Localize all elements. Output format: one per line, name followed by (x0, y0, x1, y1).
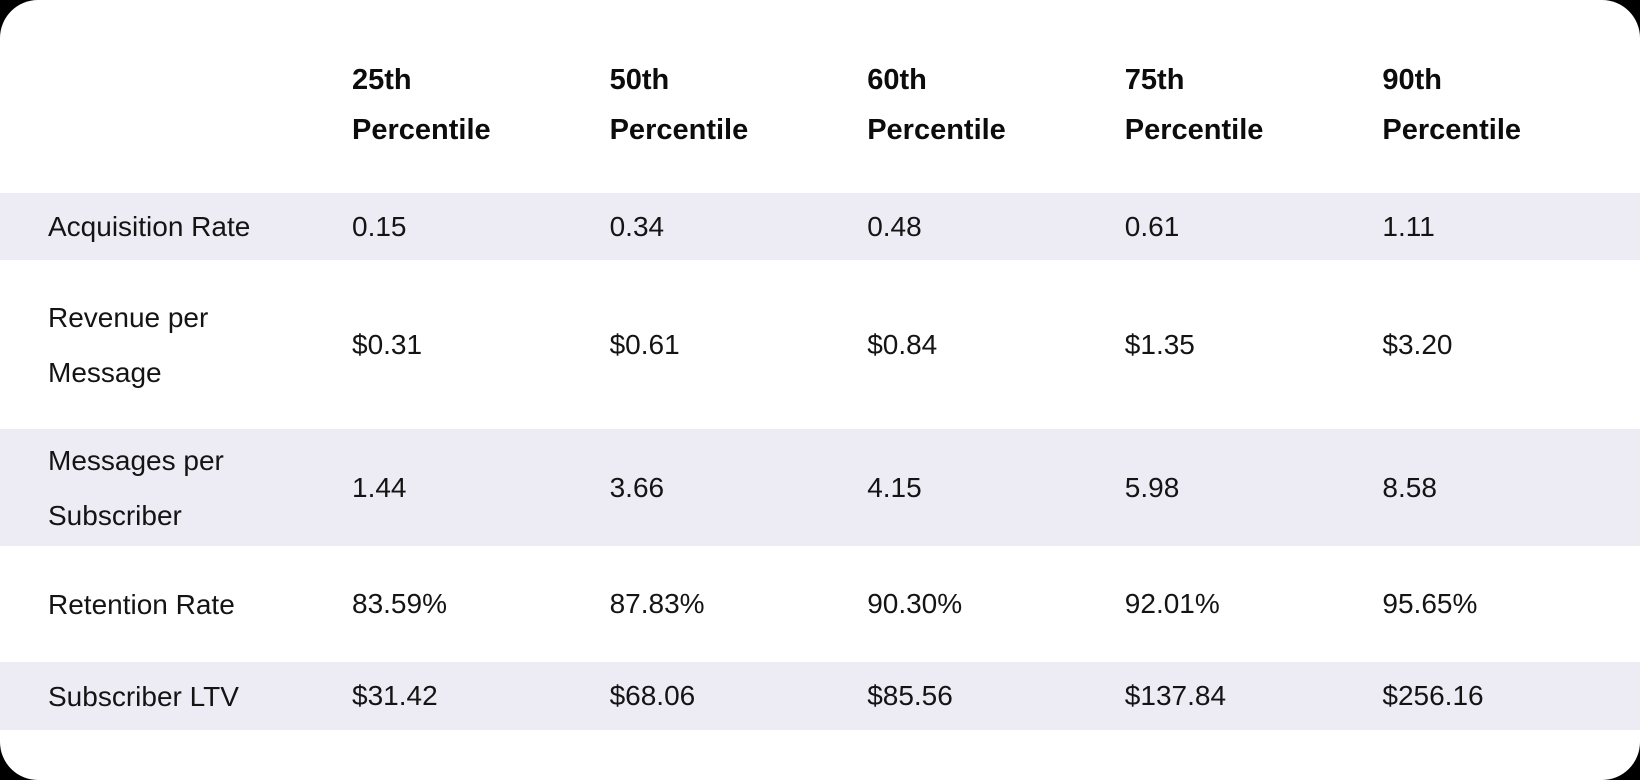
cell-value: 4.15 (867, 471, 922, 503)
cell-value: $137.84 (1124, 680, 1227, 711)
table-body: Acquisition Rate 0.15 0.34 0.48 0.61 1.11 Reve… (0, 193, 1640, 730)
cell-value: 5.98 (1124, 471, 1180, 503)
cell-value: 92.01% (1124, 588, 1220, 619)
row-label: Retention Rate (48, 588, 235, 620)
cell-value: 0.61 (1124, 210, 1180, 242)
table-row: Revenue per Message $0.31 $0.61 $0.84 $1.35 $… (0, 260, 1640, 429)
cell-value: $0.84 (867, 328, 938, 360)
column-header: 75th Percentile (1124, 63, 1264, 146)
cell-value: $85.56 (867, 680, 953, 711)
cell-value: 87.83% (609, 588, 705, 619)
cell-value: 90.30% (867, 588, 963, 619)
cell-value: 0.34 (609, 210, 665, 242)
cell-value: 1.11 (1382, 210, 1435, 242)
cell-value: 0.15 (352, 210, 407, 242)
cell-value: 95.65% (1382, 588, 1478, 619)
table-header-row: 25th Percentile 50th Percentile 60th Perce… (0, 0, 1640, 193)
row-label: Revenue per Message (48, 301, 209, 388)
table-row: Acquisition Rate 0.15 0.34 0.48 0.61 1.11 (0, 193, 1640, 260)
table-row: Messages per Subscriber 1.44 3.66 4.15 5.98 8… (0, 429, 1640, 546)
table-row: Subscriber LTV $31.42 $68.06 $85.56 $137.84 $… (0, 662, 1640, 730)
cell-value: $0.61 (609, 328, 680, 360)
column-header: 60th Percentile (867, 63, 1006, 146)
cell-value: $68.06 (609, 680, 696, 711)
cell-value: 1.44 (352, 471, 407, 503)
cell-value: $0.31 (352, 328, 423, 360)
cell-value: 8.58 (1382, 471, 1437, 503)
cell-value: 0.48 (867, 210, 922, 242)
row-label: Subscriber LTV (48, 680, 239, 712)
cell-value: $1.35 (1124, 328, 1195, 360)
column-header: 50th Percentile (609, 63, 749, 146)
row-label: Acquisition Rate (48, 211, 251, 242)
cell-value: 83.59% (352, 588, 447, 619)
cell-value: $3.20 (1382, 328, 1453, 360)
cell-value: $256.16 (1382, 680, 1484, 711)
column-header: 90th Percentile (1382, 63, 1522, 146)
row-label: Messages per Subscriber (48, 444, 224, 531)
cell-value: 3.66 (609, 471, 665, 503)
table-row: Retention Rate 83.59% 87.83% 90.30% 92.01% 95… (0, 546, 1640, 662)
column-header: 25th Percentile (352, 63, 491, 146)
cell-value: $31.42 (352, 680, 438, 711)
